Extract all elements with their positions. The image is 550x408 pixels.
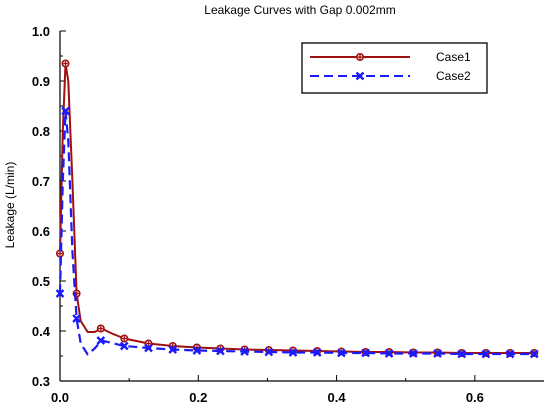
y-tick-label: 0.6 [32, 224, 50, 239]
data-point-x [384, 349, 394, 358]
data-point-x [457, 349, 467, 359]
data-point-circle-plus [120, 334, 129, 343]
legend-label: Case1 [436, 50, 471, 64]
legend-entry-case1: Case1 [310, 50, 471, 64]
series-case1 [55, 59, 539, 357]
data-point-x [168, 345, 178, 354]
data-point-x [355, 71, 365, 81]
data-point-circle-plus [72, 289, 81, 298]
y-tick-label: 0.4 [32, 324, 51, 339]
legend-label: Case2 [436, 69, 471, 83]
data-point-x [288, 348, 298, 357]
data-point-x [361, 348, 370, 358]
data-point-x [144, 343, 153, 353]
data-point-x [240, 347, 249, 356]
legend: Case1 Case2 [301, 42, 488, 94]
data-point-x [119, 341, 129, 351]
data-point-x [72, 314, 81, 323]
data-point-x [337, 348, 346, 358]
data-point-x [505, 349, 515, 359]
data-point-circle-plus [355, 52, 364, 61]
data-point-x [408, 349, 418, 358]
data-point-x [61, 106, 70, 116]
data-point-x [481, 349, 491, 359]
x-tick-label: 0.2 [189, 390, 207, 405]
data-point-x [55, 289, 65, 298]
y-tick-label: 0.8 [32, 124, 50, 139]
data-point-circle-plus [96, 324, 105, 333]
series-line [58, 109, 535, 356]
x-tick-label: 0.6 [466, 390, 484, 405]
series-layer [55, 59, 539, 359]
chart-title: Leakage Curves with Gap 0.002mm [204, 3, 395, 17]
y-tick-label: 1.0 [32, 24, 50, 39]
y-tick-label: 0.5 [32, 274, 50, 289]
y-tick-label: 0.7 [32, 174, 50, 189]
y-axis-label: Leakage (L/min) [3, 162, 17, 249]
series-case2 [55, 106, 539, 359]
data-point-circle-plus [61, 59, 70, 68]
y-tick-label: 0.3 [32, 374, 50, 389]
series-line [59, 62, 535, 354]
data-point-x [216, 346, 225, 356]
legend-entry-case2: Case2 [310, 69, 471, 83]
data-point-x [312, 348, 322, 357]
x-tick-label: 0.4 [328, 390, 347, 405]
legend-box [301, 42, 488, 94]
data-point-x [529, 349, 539, 359]
y-tick-label: 0.9 [32, 74, 50, 89]
axes: 0.3 0.4 0.5 0.6 0.7 0.8 0.9 1.0 0.0 0.2 0.4 0.6 [32, 24, 544, 405]
data-point-x [96, 336, 106, 345]
data-point-x [192, 346, 202, 355]
data-point-x [264, 347, 274, 357]
x-tick-label: 0.0 [51, 390, 69, 405]
data-point-x [433, 349, 442, 358]
